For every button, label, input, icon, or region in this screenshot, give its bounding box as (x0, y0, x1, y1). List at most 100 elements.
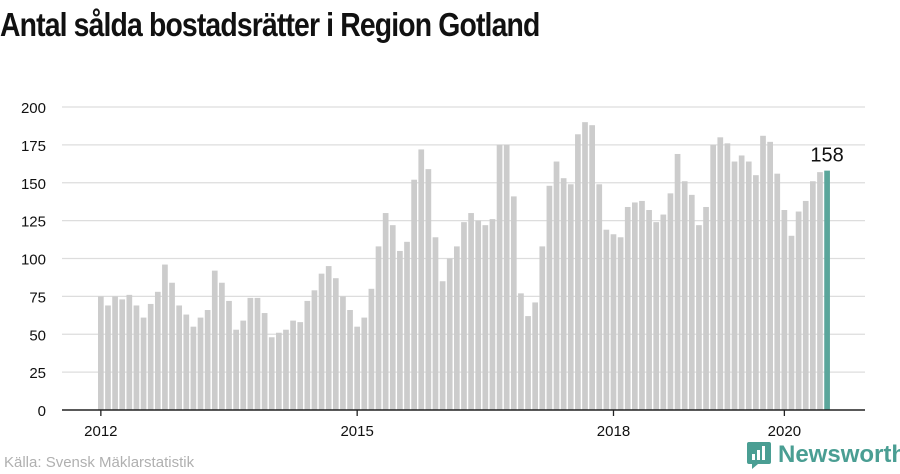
bar (219, 282, 225, 410)
bar (425, 169, 432, 410)
bar (432, 237, 439, 410)
bar (204, 310, 211, 410)
bar (546, 185, 553, 410)
bar (624, 206, 631, 410)
bar (461, 222, 467, 410)
bar (482, 225, 489, 410)
bar (297, 322, 304, 410)
bar (575, 134, 581, 410)
bar (817, 172, 823, 410)
bar (454, 246, 460, 410)
bar (582, 122, 588, 411)
bar (183, 314, 190, 410)
bar (332, 278, 339, 410)
bar (439, 281, 446, 410)
bar (802, 200, 809, 410)
y-tick-label: 175 (21, 138, 46, 155)
bar (788, 235, 795, 410)
bar (389, 225, 396, 410)
bar (553, 161, 560, 410)
bar (539, 246, 546, 410)
y-tick-label: 25 (29, 365, 46, 382)
brand-name: Newsworthy (778, 441, 900, 468)
bars (98, 122, 830, 411)
bar (781, 210, 788, 410)
bar (617, 237, 624, 410)
bar (696, 225, 702, 410)
y-tick-label: 125 (21, 214, 46, 231)
bar (133, 305, 140, 410)
y-tick-label: 200 (21, 100, 46, 117)
bar (404, 241, 410, 410)
bar (667, 193, 674, 410)
bar (496, 144, 503, 410)
y-tick-label: 150 (21, 176, 46, 193)
bar (703, 206, 709, 410)
bar (325, 266, 332, 410)
x-tick-label: 2018 (597, 423, 630, 440)
bar (560, 178, 567, 410)
bar (510, 196, 517, 410)
bar (347, 310, 353, 410)
bar (767, 141, 773, 410)
bar (162, 264, 168, 410)
bar (753, 175, 759, 410)
bar (489, 219, 496, 410)
x-tick-label: 2012 (84, 423, 117, 440)
bar (475, 220, 482, 410)
bar (368, 288, 375, 410)
bar (290, 320, 296, 410)
bar (731, 161, 738, 410)
bar (525, 316, 531, 410)
bar (304, 300, 311, 410)
bar (717, 137, 724, 411)
bar (261, 313, 268, 410)
bar (567, 184, 574, 410)
bar (105, 305, 111, 410)
bar (240, 320, 247, 410)
bar (126, 294, 133, 410)
bar (710, 144, 717, 410)
y-tick-label: 0 (38, 403, 46, 420)
bar (589, 125, 595, 411)
bar (603, 229, 610, 410)
bar (674, 153, 681, 410)
x-tick-label: 2020 (768, 423, 801, 440)
bar (112, 296, 118, 410)
bar (653, 222, 660, 410)
bar (810, 181, 816, 410)
bar (639, 200, 645, 410)
bar (197, 317, 204, 410)
bar (660, 214, 667, 410)
bar (276, 332, 282, 410)
y-tick-label: 100 (21, 252, 46, 269)
bar (354, 326, 361, 410)
brand-logo[interactable]: Newsworthy (746, 440, 900, 470)
highlighted-bar (824, 170, 830, 410)
bar (446, 258, 453, 410)
bar (147, 303, 154, 410)
bar (254, 297, 261, 410)
annotations: 158 (810, 145, 843, 167)
bar (361, 317, 368, 410)
bar (418, 149, 425, 411)
bar (226, 300, 232, 410)
bar (745, 161, 752, 410)
source-note: Källa: Svensk Mäklarstatistik (4, 454, 195, 471)
bar (532, 302, 539, 410)
bar (688, 194, 695, 410)
bar (190, 326, 197, 410)
bar (340, 296, 346, 410)
bar (375, 246, 382, 410)
bar (247, 297, 254, 410)
bar (518, 293, 524, 410)
bar (176, 305, 183, 410)
bar (154, 291, 161, 410)
bar (646, 210, 652, 410)
bar (397, 250, 403, 410)
bar (268, 337, 275, 410)
bar (596, 184, 603, 410)
bar (283, 329, 289, 410)
x-axis: 2012 2015 2018 2020 (62, 409, 865, 440)
